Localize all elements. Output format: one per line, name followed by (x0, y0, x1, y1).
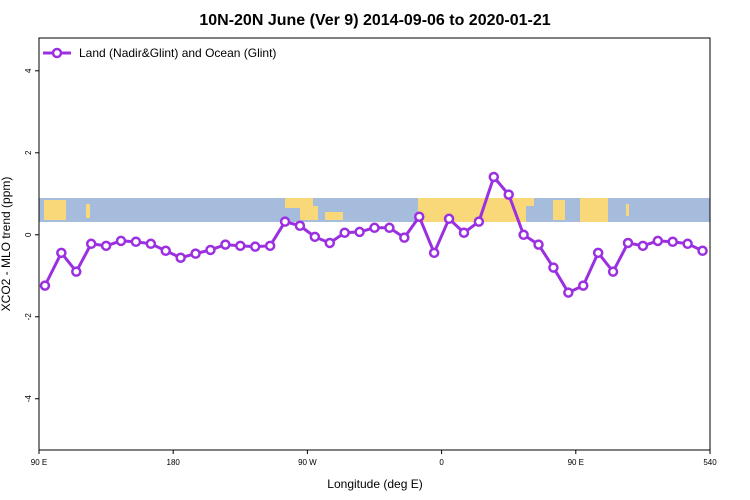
legend-label: Land (Nadir&Glint) and Ocean (Glint) (79, 46, 276, 60)
data-point (533, 239, 544, 250)
y-tick-label: 2 (24, 150, 33, 155)
data-point (85, 238, 97, 250)
x-tick-label: 0 (439, 458, 444, 467)
data-point (279, 216, 291, 227)
data-point (503, 189, 514, 200)
x-tick-label: 90 W (298, 458, 317, 467)
x-tick-label: 90 E (31, 458, 47, 467)
data-point (309, 231, 321, 243)
data-point (592, 247, 604, 259)
data-point (637, 240, 649, 252)
data-point (443, 213, 455, 225)
data-point (548, 262, 559, 273)
data-point (294, 220, 306, 232)
x-tick-label: 540 (703, 458, 717, 467)
data-point (607, 266, 619, 277)
data-point (264, 240, 276, 252)
legend-marker (51, 47, 63, 59)
data-point (130, 236, 142, 247)
data-point (39, 280, 51, 291)
data-point (175, 252, 186, 263)
data-line (43, 173, 704, 295)
data-point (622, 237, 634, 249)
data-point (339, 227, 350, 238)
data-point (190, 248, 201, 259)
data-point (220, 239, 231, 250)
data-point (115, 235, 127, 247)
data-point (682, 238, 693, 250)
data-point (160, 245, 171, 257)
data-point (384, 222, 395, 234)
data-point (369, 222, 380, 234)
data-point (100, 240, 112, 252)
data-point (235, 240, 246, 252)
data-point (56, 247, 67, 259)
data-point (488, 171, 500, 183)
data-point (667, 236, 678, 247)
chart-title: 10N-20N June (Ver 9) 2014-09-06 to 2020-… (199, 12, 550, 29)
data-point (428, 247, 440, 259)
data-point (354, 226, 365, 238)
y-tick-label: -2 (24, 313, 33, 321)
data-point (324, 237, 336, 249)
data-point (697, 245, 708, 257)
data-point (145, 238, 157, 250)
data-point (205, 244, 216, 256)
data-point (563, 287, 574, 298)
data-point (652, 235, 664, 247)
data-point (473, 216, 485, 227)
data-point (578, 280, 589, 291)
y-tick-label: -4 (24, 395, 33, 403)
data-point (71, 266, 82, 277)
data-point (413, 211, 425, 222)
map-strip (39, 198, 710, 222)
y-axis-label: XCO2 - MLO trend (ppm) (0, 177, 13, 312)
data-point (518, 229, 529, 241)
y-tick-label: 0 (24, 232, 33, 237)
y-tick-label: 4 (24, 68, 33, 73)
x-axis-label: Longitude (deg E) (327, 477, 422, 491)
x-tick-label: 90 E (568, 458, 584, 467)
data-point (458, 227, 470, 238)
plot-frame (38, 37, 711, 451)
data-point (249, 241, 261, 252)
x-tick-label: 180 (167, 458, 181, 467)
data-point (399, 232, 410, 243)
